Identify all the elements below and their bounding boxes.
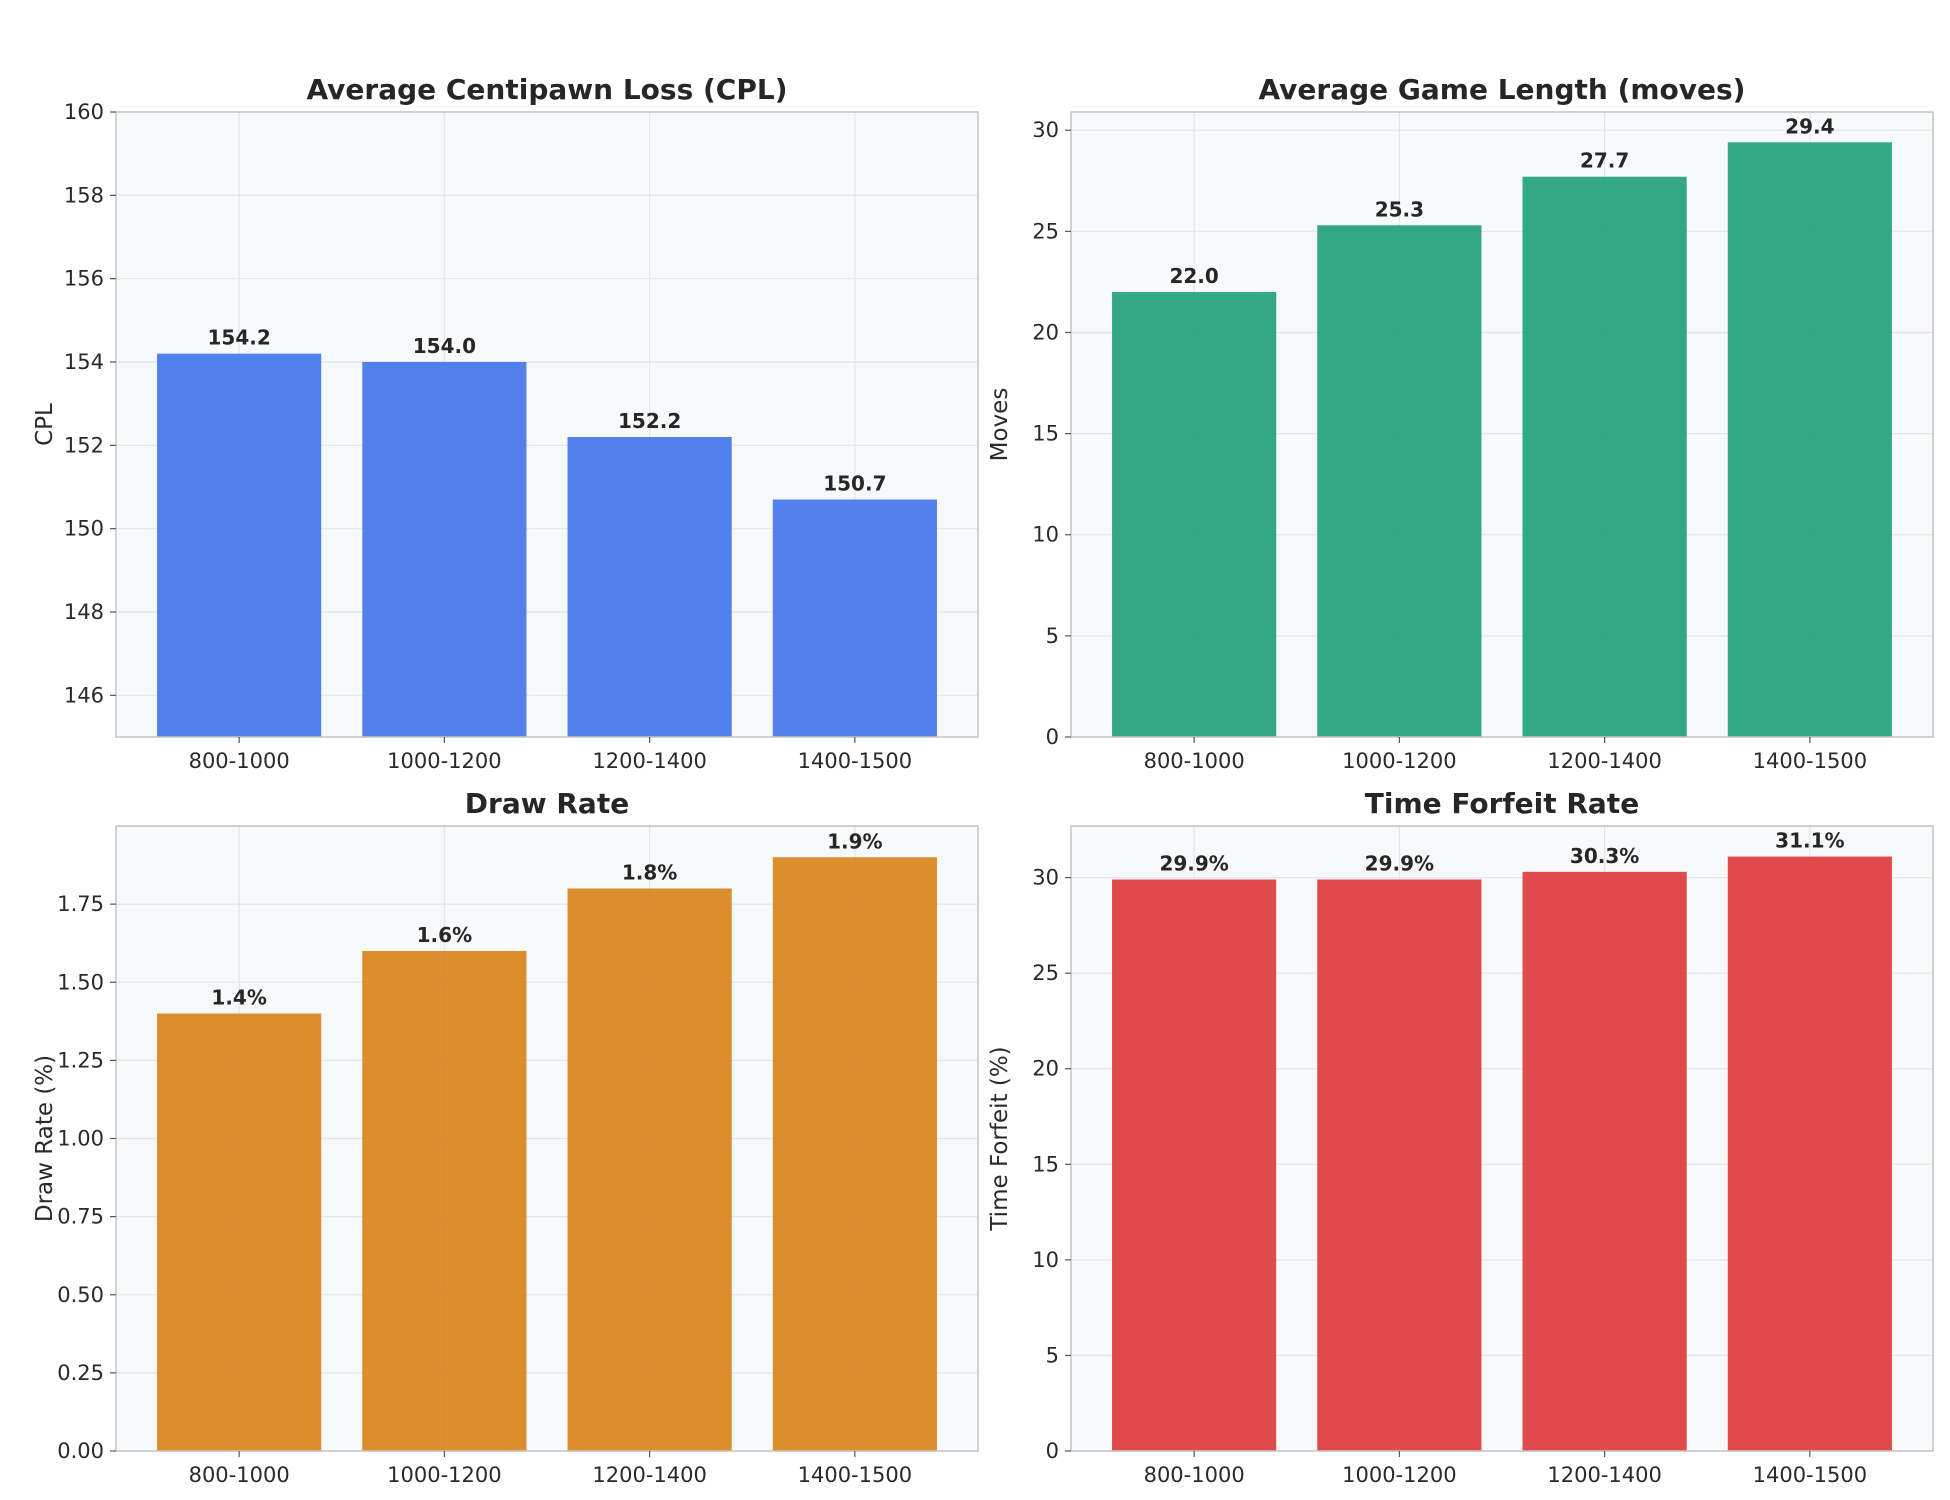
bar-1000-1200 — [1317, 879, 1482, 1451]
data-label: 29.9% — [1365, 852, 1434, 876]
x-tick-label: 800-1000 — [189, 749, 290, 773]
x-tick-label: 800-1000 — [1144, 1463, 1245, 1487]
chart-title: Average Game Length (moves) — [1259, 73, 1746, 106]
y-tick-label: 10 — [1032, 1248, 1059, 1272]
y-tick-label: 20 — [1032, 1057, 1059, 1081]
y-tick-label: 152 — [64, 433, 104, 457]
bar-1400-1500 — [1727, 142, 1892, 737]
x-tick-label: 1400-1500 — [1753, 749, 1867, 773]
x-tick-label: 1400-1500 — [798, 1463, 912, 1487]
bar-1000-1200 — [1317, 225, 1482, 737]
chart-panel-3: 1.4% 1.6% 1.8% 1.9% 0.00 0.25 0.50 0.75 1.00 1.25… — [32, 787, 979, 1487]
plot-frame — [115, 111, 979, 738]
bar-1200-1400 — [567, 888, 732, 1451]
data-label: 1.6% — [417, 923, 472, 947]
chart-panel-2: 22.0 25.3 27.7 29.4 0 5 10 15 20 25 30 800-1000 1000… — [987, 73, 1934, 773]
bar-1200-1400 — [567, 437, 732, 737]
y-axis-title: Moves — [987, 388, 1013, 462]
y-tick-label: 5 — [1046, 1343, 1059, 1367]
y-axis-title: Draw Rate (%) — [32, 1055, 58, 1222]
y-tick-label: 25 — [1032, 219, 1059, 243]
x-tick-label: 1400-1500 — [798, 749, 912, 773]
y-tick-label: 15 — [1032, 1152, 1059, 1176]
plot-frame — [1070, 825, 1934, 1452]
data-label: 1.9% — [827, 829, 882, 853]
bar-800-1000 — [1112, 879, 1277, 1451]
y-tick-label: 20 — [1032, 320, 1059, 344]
y-tick-label: 154 — [64, 350, 104, 374]
bar-1000-1200 — [362, 362, 527, 737]
data-label: 29.4 — [1785, 114, 1834, 138]
y-tick-label: 148 — [64, 600, 104, 624]
bar-800-1000 — [157, 353, 322, 737]
y-axis-title: CPL — [32, 403, 58, 446]
y-tick-label: 1.75 — [57, 892, 104, 916]
data-label: 154.2 — [208, 326, 271, 350]
data-label: 22.0 — [1169, 264, 1218, 288]
data-label: 30.3% — [1570, 844, 1639, 868]
x-tick-label: 1000-1200 — [1342, 749, 1456, 773]
x-tick-label: 1200-1400 — [592, 1463, 706, 1487]
data-label: 154.0 — [413, 334, 476, 358]
y-tick-label: 30 — [1032, 866, 1059, 890]
y-tick-label: 160 — [64, 100, 104, 124]
y-tick-label: 0 — [1046, 1439, 1059, 1463]
x-tick-label: 800-1000 — [189, 1463, 290, 1487]
plot-frame — [1070, 111, 1934, 738]
chart-title: Average Centipawn Loss (CPL) — [306, 73, 787, 106]
x-tick-label: 1000-1200 — [387, 749, 501, 773]
y-tick-label: 0.75 — [57, 1205, 104, 1229]
data-label: 1.4% — [211, 986, 266, 1010]
chart-title: Time Forfeit Rate — [1365, 787, 1639, 820]
x-tick-label: 1000-1200 — [387, 1463, 501, 1487]
y-tick-label: 15 — [1032, 422, 1059, 446]
bar-800-1000 — [1112, 292, 1277, 737]
data-label: 27.7 — [1580, 149, 1629, 173]
data-label: 152.2 — [618, 409, 681, 433]
y-tick-label: 0.50 — [57, 1283, 104, 1307]
y-tick-label: 5 — [1046, 624, 1059, 648]
data-label: 1.8% — [622, 861, 677, 885]
y-tick-label: 158 — [64, 183, 104, 207]
y-tick-label: 10 — [1032, 523, 1059, 547]
x-tick-label: 1400-1500 — [1753, 1463, 1867, 1487]
data-label: 31.1% — [1775, 829, 1844, 853]
x-tick-label: 1200-1400 — [1547, 1463, 1661, 1487]
y-tick-label: 1.50 — [57, 970, 104, 994]
y-tick-label: 0.25 — [57, 1361, 104, 1385]
chart-panel-4: 29.9% 29.9% 30.3% 31.1% 0 5 10 15 20 25 30 800-1000… — [987, 787, 1934, 1487]
chart-panel-1: 154.2 154.0 152.2 150.7 146 148 150 152 154 156 15… — [32, 73, 979, 773]
y-axis-title: Time Forfeit (%) — [987, 1046, 1013, 1231]
y-tick-label: 156 — [64, 267, 104, 291]
data-label: 150.7 — [823, 472, 886, 496]
bar-1200-1400 — [1522, 176, 1687, 737]
x-tick-label: 800-1000 — [1144, 749, 1245, 773]
bar-1400-1500 — [772, 857, 937, 1451]
bar-1200-1400 — [1522, 871, 1687, 1451]
data-label: 25.3 — [1375, 197, 1424, 221]
bar-1000-1200 — [362, 951, 527, 1451]
y-tick-label: 146 — [64, 683, 104, 707]
y-tick-label: 30 — [1032, 118, 1059, 142]
y-tick-label: 0 — [1046, 725, 1059, 749]
y-tick-label: 150 — [64, 517, 104, 541]
x-tick-label: 1200-1400 — [592, 749, 706, 773]
bar-1400-1500 — [1727, 856, 1892, 1451]
bar-800-1000 — [157, 1013, 322, 1451]
y-tick-label: 1.00 — [57, 1127, 104, 1151]
y-tick-label: 25 — [1032, 961, 1059, 985]
chart-title: Draw Rate — [465, 787, 629, 820]
x-tick-label: 1200-1400 — [1547, 749, 1661, 773]
x-tick-label: 1000-1200 — [1342, 1463, 1456, 1487]
data-label: 29.9% — [1159, 852, 1228, 876]
bar-1400-1500 — [772, 499, 937, 737]
y-tick-label: 1.25 — [57, 1048, 104, 1072]
y-tick-label: 0.00 — [57, 1439, 104, 1463]
